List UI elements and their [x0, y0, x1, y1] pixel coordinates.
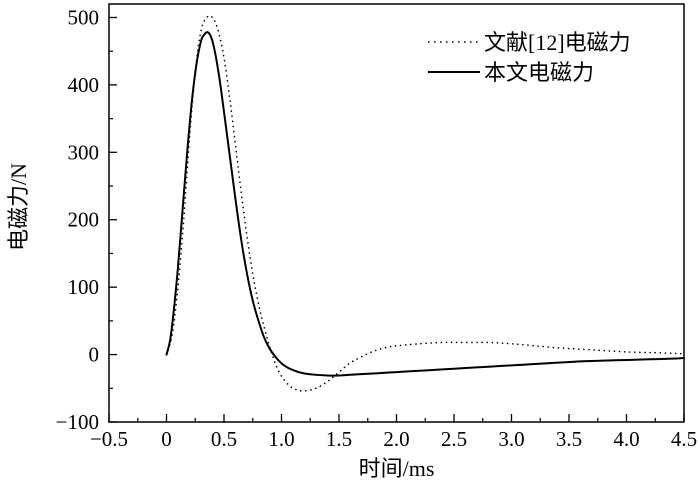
y-axis: −100 0 100 200 300 400 500: [56, 5, 117, 434]
y-axis-title: 电磁力/N: [6, 163, 31, 251]
plot-lines: [165, 15, 685, 392]
legend: 文献[12]电磁力 本文电磁力: [428, 30, 631, 85]
x-tick-label: 4.0: [613, 427, 639, 451]
y-tick-label: 300: [68, 140, 100, 164]
legend-label-literature: 文献[12]电磁力: [484, 30, 631, 55]
y-tick-label: 400: [68, 73, 100, 97]
x-tick-label: 4.5: [671, 427, 697, 451]
y-tick-label: 100: [68, 275, 100, 299]
y-tick-label: 500: [68, 5, 100, 29]
y-tick-label: −100: [56, 410, 99, 434]
x-tick-label: 3.5: [556, 427, 582, 451]
series-line-literature: [165, 15, 685, 392]
legend-label-this-paper: 本文电磁力: [484, 60, 594, 85]
series-line-this-paper: [165, 31, 685, 377]
x-tick-label: 1.0: [268, 427, 294, 451]
x-tick-label: 1.5: [326, 427, 352, 451]
x-tick-label: 0.5: [211, 427, 237, 451]
y-tick-label: 200: [68, 208, 100, 232]
x-tick-label: 2.5: [441, 427, 467, 451]
y-tick-label: 0: [89, 343, 100, 367]
x-axis: −0.5 0 0.5 1.0 1.5 2.0 2.5 3.0 3.5 4.0 4.5: [90, 414, 697, 451]
x-tick-label: −0.5: [90, 427, 128, 451]
x-tick-label: 3.0: [498, 427, 524, 451]
x-axis-title: 时间/ms: [359, 456, 435, 481]
x-tick-label: 0: [161, 427, 172, 451]
x-tick-label: 2.0: [383, 427, 409, 451]
